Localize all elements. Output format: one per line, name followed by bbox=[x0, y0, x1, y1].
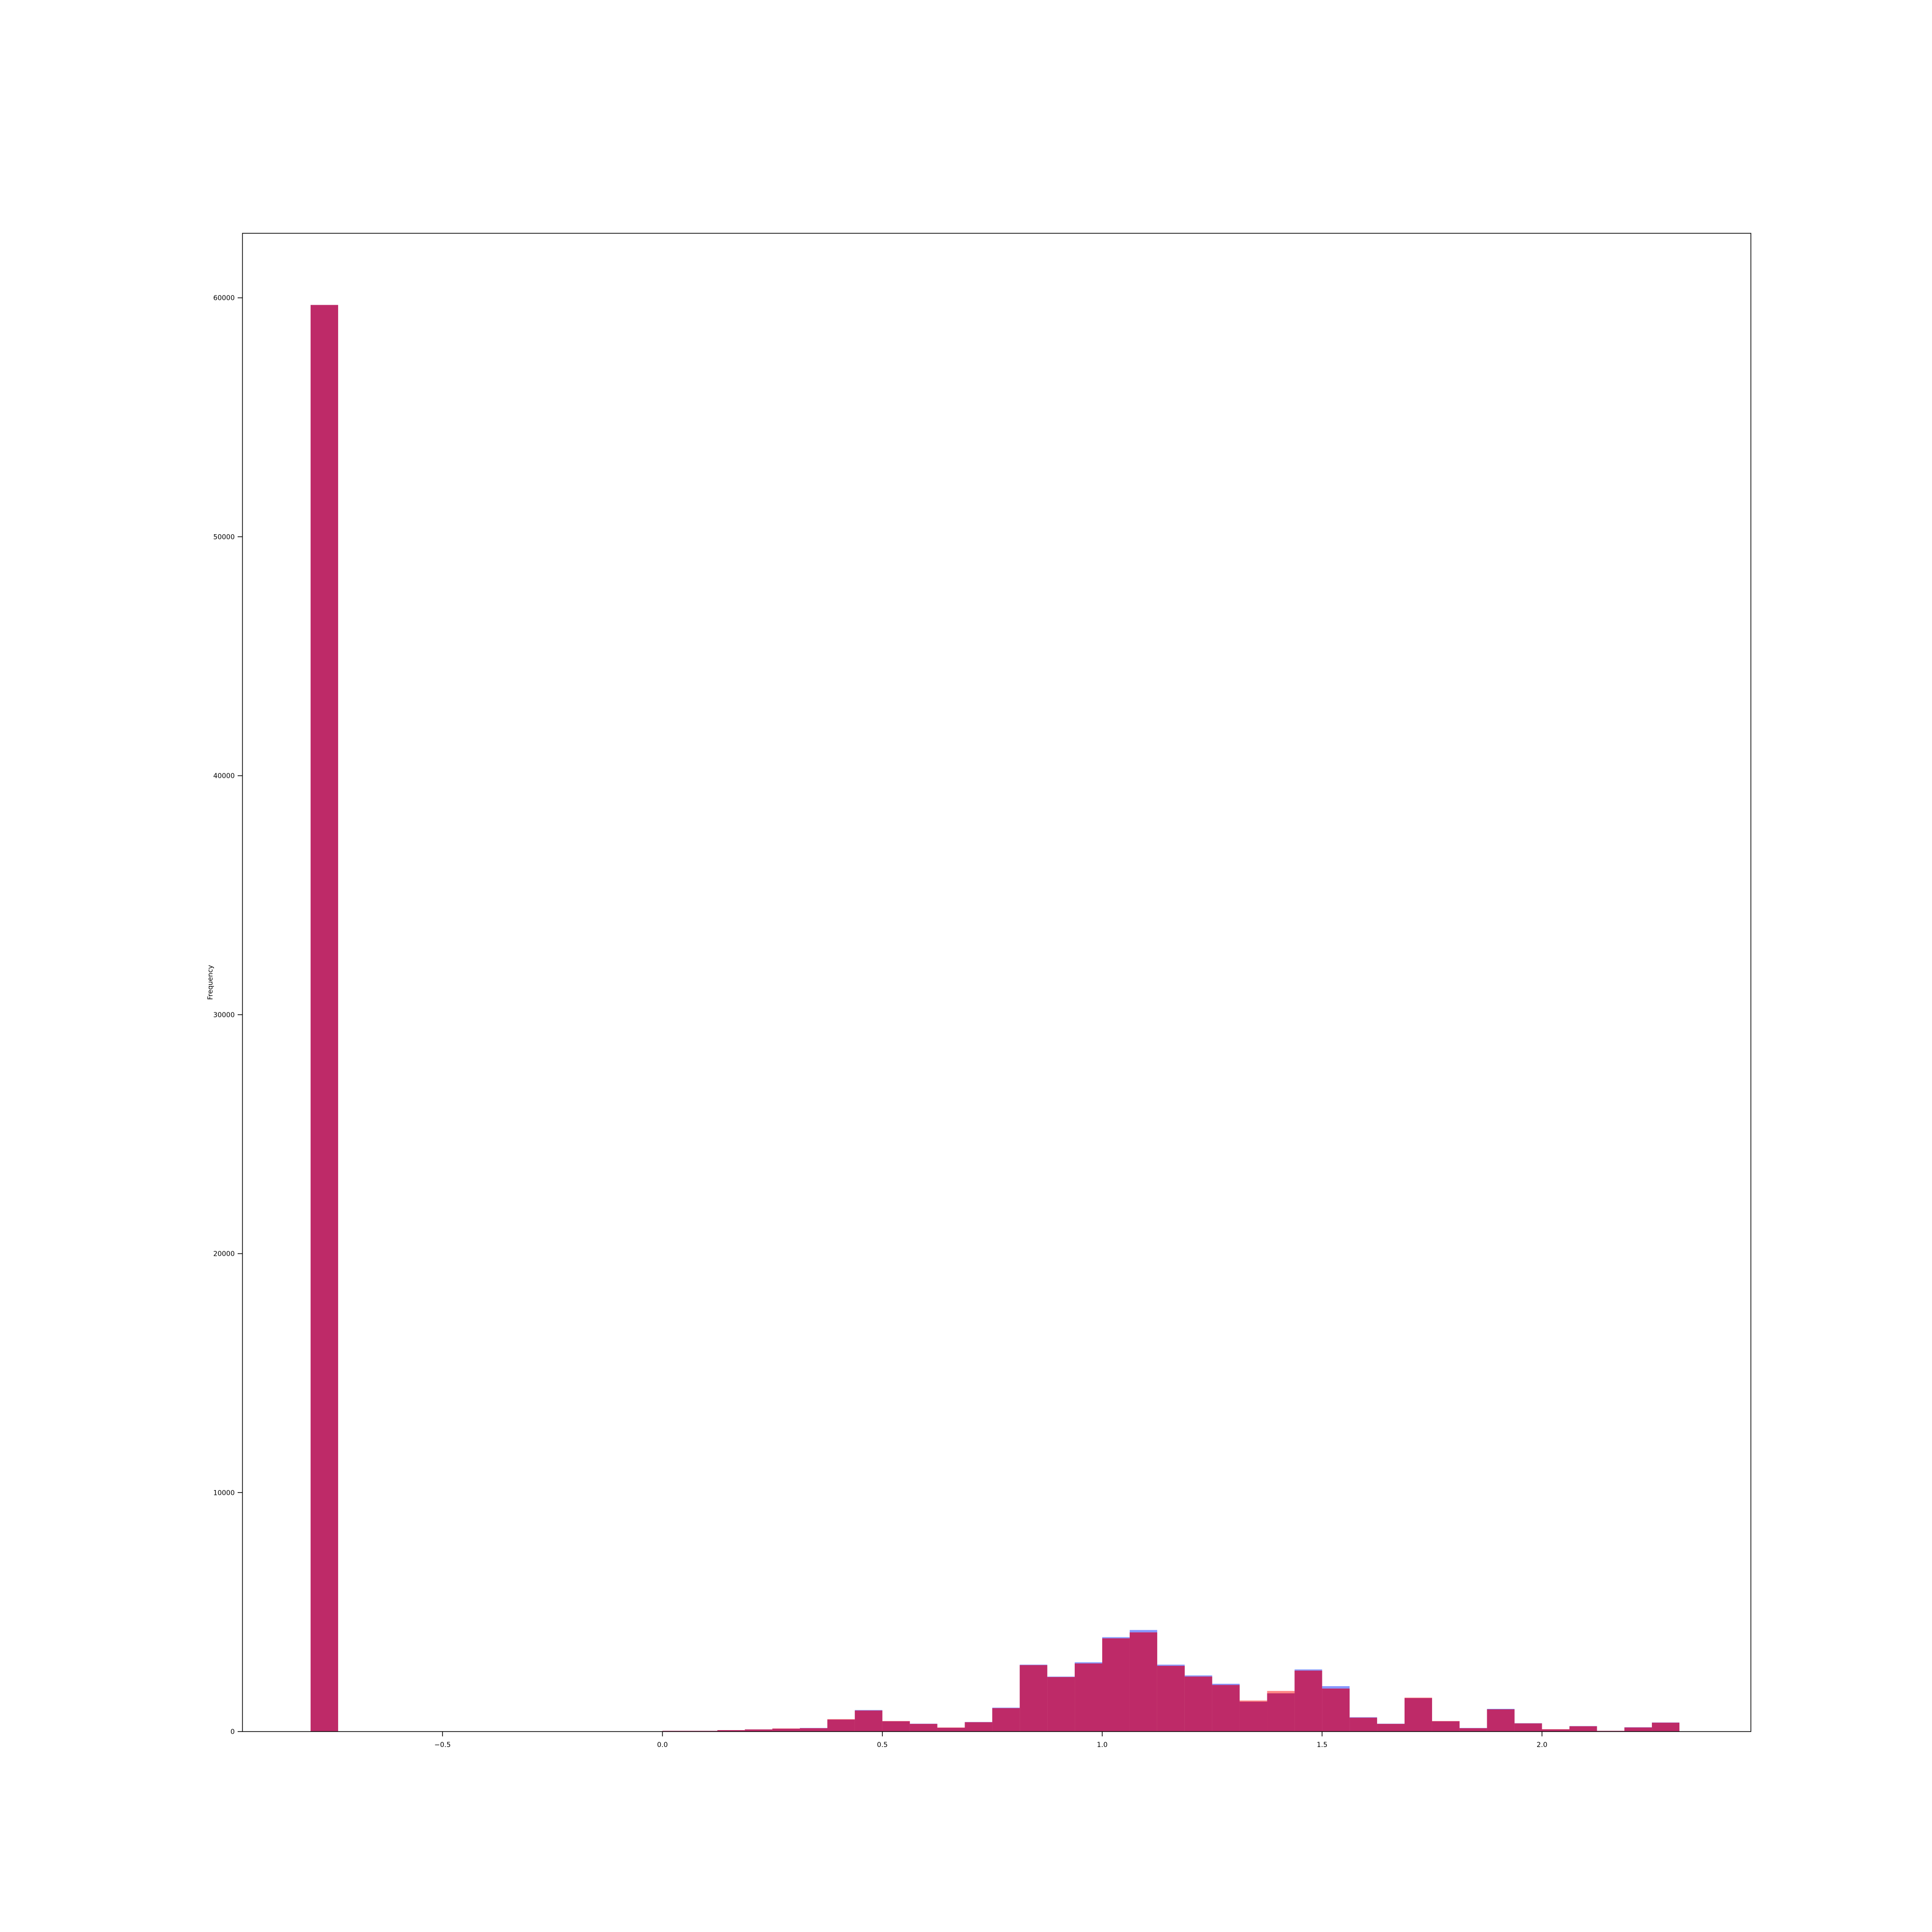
histogram-bar-overlap-bin-32 bbox=[1487, 1709, 1515, 1732]
histogram-bar-overlap-bin-16 bbox=[1047, 1677, 1075, 1732]
histogram-bar-overlap-bin-17 bbox=[1075, 1663, 1103, 1732]
histogram-bar-overlap-bin-38 bbox=[1652, 1722, 1680, 1732]
y-tick-label: 40000 bbox=[213, 772, 235, 780]
y-axis-label: Frequency bbox=[207, 965, 214, 1000]
histogram-bar-overlap-bin-26 bbox=[1322, 1688, 1350, 1732]
histogram-bar-overlap-bin-12 bbox=[937, 1728, 965, 1732]
x-tick-label: 1.0 bbox=[1097, 1741, 1108, 1749]
histogram-bar-overlap-bin-34 bbox=[1542, 1729, 1570, 1732]
y-tick-label: 30000 bbox=[213, 1011, 235, 1019]
histogram-bar-overlap-bin-18 bbox=[1102, 1638, 1130, 1732]
x-tick-label: 1.5 bbox=[1317, 1741, 1327, 1749]
histogram-bar-overlap-bin-27 bbox=[1350, 1718, 1378, 1732]
histogram-bar-overlap-bin-7 bbox=[800, 1728, 827, 1732]
histogram-bar-overlap-bin-33 bbox=[1514, 1723, 1542, 1732]
y-tick-label: 20000 bbox=[213, 1250, 235, 1258]
histogram-bar-overlap-bin-11 bbox=[909, 1724, 938, 1732]
x-tick-label: 0.0 bbox=[657, 1741, 668, 1749]
histogram-bar-overlap-bin-25 bbox=[1294, 1670, 1322, 1732]
x-tick-label: −0.5 bbox=[434, 1741, 451, 1749]
histogram-bar-overlap-bin-14 bbox=[992, 1708, 1020, 1732]
x-tick-label: 2.0 bbox=[1536, 1741, 1547, 1749]
histogram-bar-overlap-bin-30 bbox=[1432, 1721, 1460, 1732]
histogram-bar-overlap-bin-1 bbox=[311, 305, 339, 1732]
histogram-bar-overlap-bin-22 bbox=[1212, 1685, 1240, 1732]
histogram-bar-overlap-bin-23 bbox=[1239, 1702, 1267, 1732]
histogram-bar-overlap-bin-8 bbox=[827, 1719, 855, 1732]
histogram-bar-overlap-bin-20 bbox=[1157, 1665, 1185, 1732]
y-tick-label: 10000 bbox=[213, 1489, 235, 1497]
histogram-bar-overlap-bin-4 bbox=[717, 1730, 745, 1732]
histogram-bar-overlap-bin-37 bbox=[1624, 1727, 1652, 1732]
histogram-bar-overlap-bin-24 bbox=[1267, 1693, 1295, 1732]
histogram-bar-overlap-bin-10 bbox=[882, 1721, 910, 1732]
y-tick-label: 60000 bbox=[213, 295, 235, 302]
x-tick-label: 0.5 bbox=[877, 1741, 888, 1749]
histogram-bar-overlap-bin-6 bbox=[772, 1729, 800, 1732]
histogram-bar-overlap-bin-21 bbox=[1184, 1676, 1212, 1732]
histogram-bar-overlap-bin-35 bbox=[1569, 1726, 1597, 1732]
histogram-bar-overlap-bin-5 bbox=[745, 1729, 773, 1732]
axes-frame bbox=[242, 233, 1751, 1732]
histogram-bar-overlap-bin-19 bbox=[1129, 1632, 1157, 1732]
y-tick-label: 50000 bbox=[213, 533, 235, 541]
histogram-bar-overlap-bin-29 bbox=[1404, 1698, 1432, 1732]
histogram-bar-overlap-bin-9 bbox=[854, 1710, 882, 1732]
histogram-bar-overlap-bin-13 bbox=[965, 1722, 993, 1732]
bars-layer bbox=[311, 305, 1680, 1732]
x-axis-ticks: −0.5 0.0 0.5 1.0 1.5 2.0 bbox=[434, 1732, 1548, 1749]
histogram-bar-overlap-bin-28 bbox=[1377, 1724, 1405, 1732]
histogram-bar-overlap-bin-15 bbox=[1020, 1665, 1048, 1732]
histogram-bar-overlap-bin-31 bbox=[1459, 1728, 1487, 1732]
y-axis-ticks: 0 10000 20000 30000 40000 50000 60000 bbox=[213, 295, 242, 1736]
y-tick-label: 0 bbox=[230, 1728, 235, 1736]
